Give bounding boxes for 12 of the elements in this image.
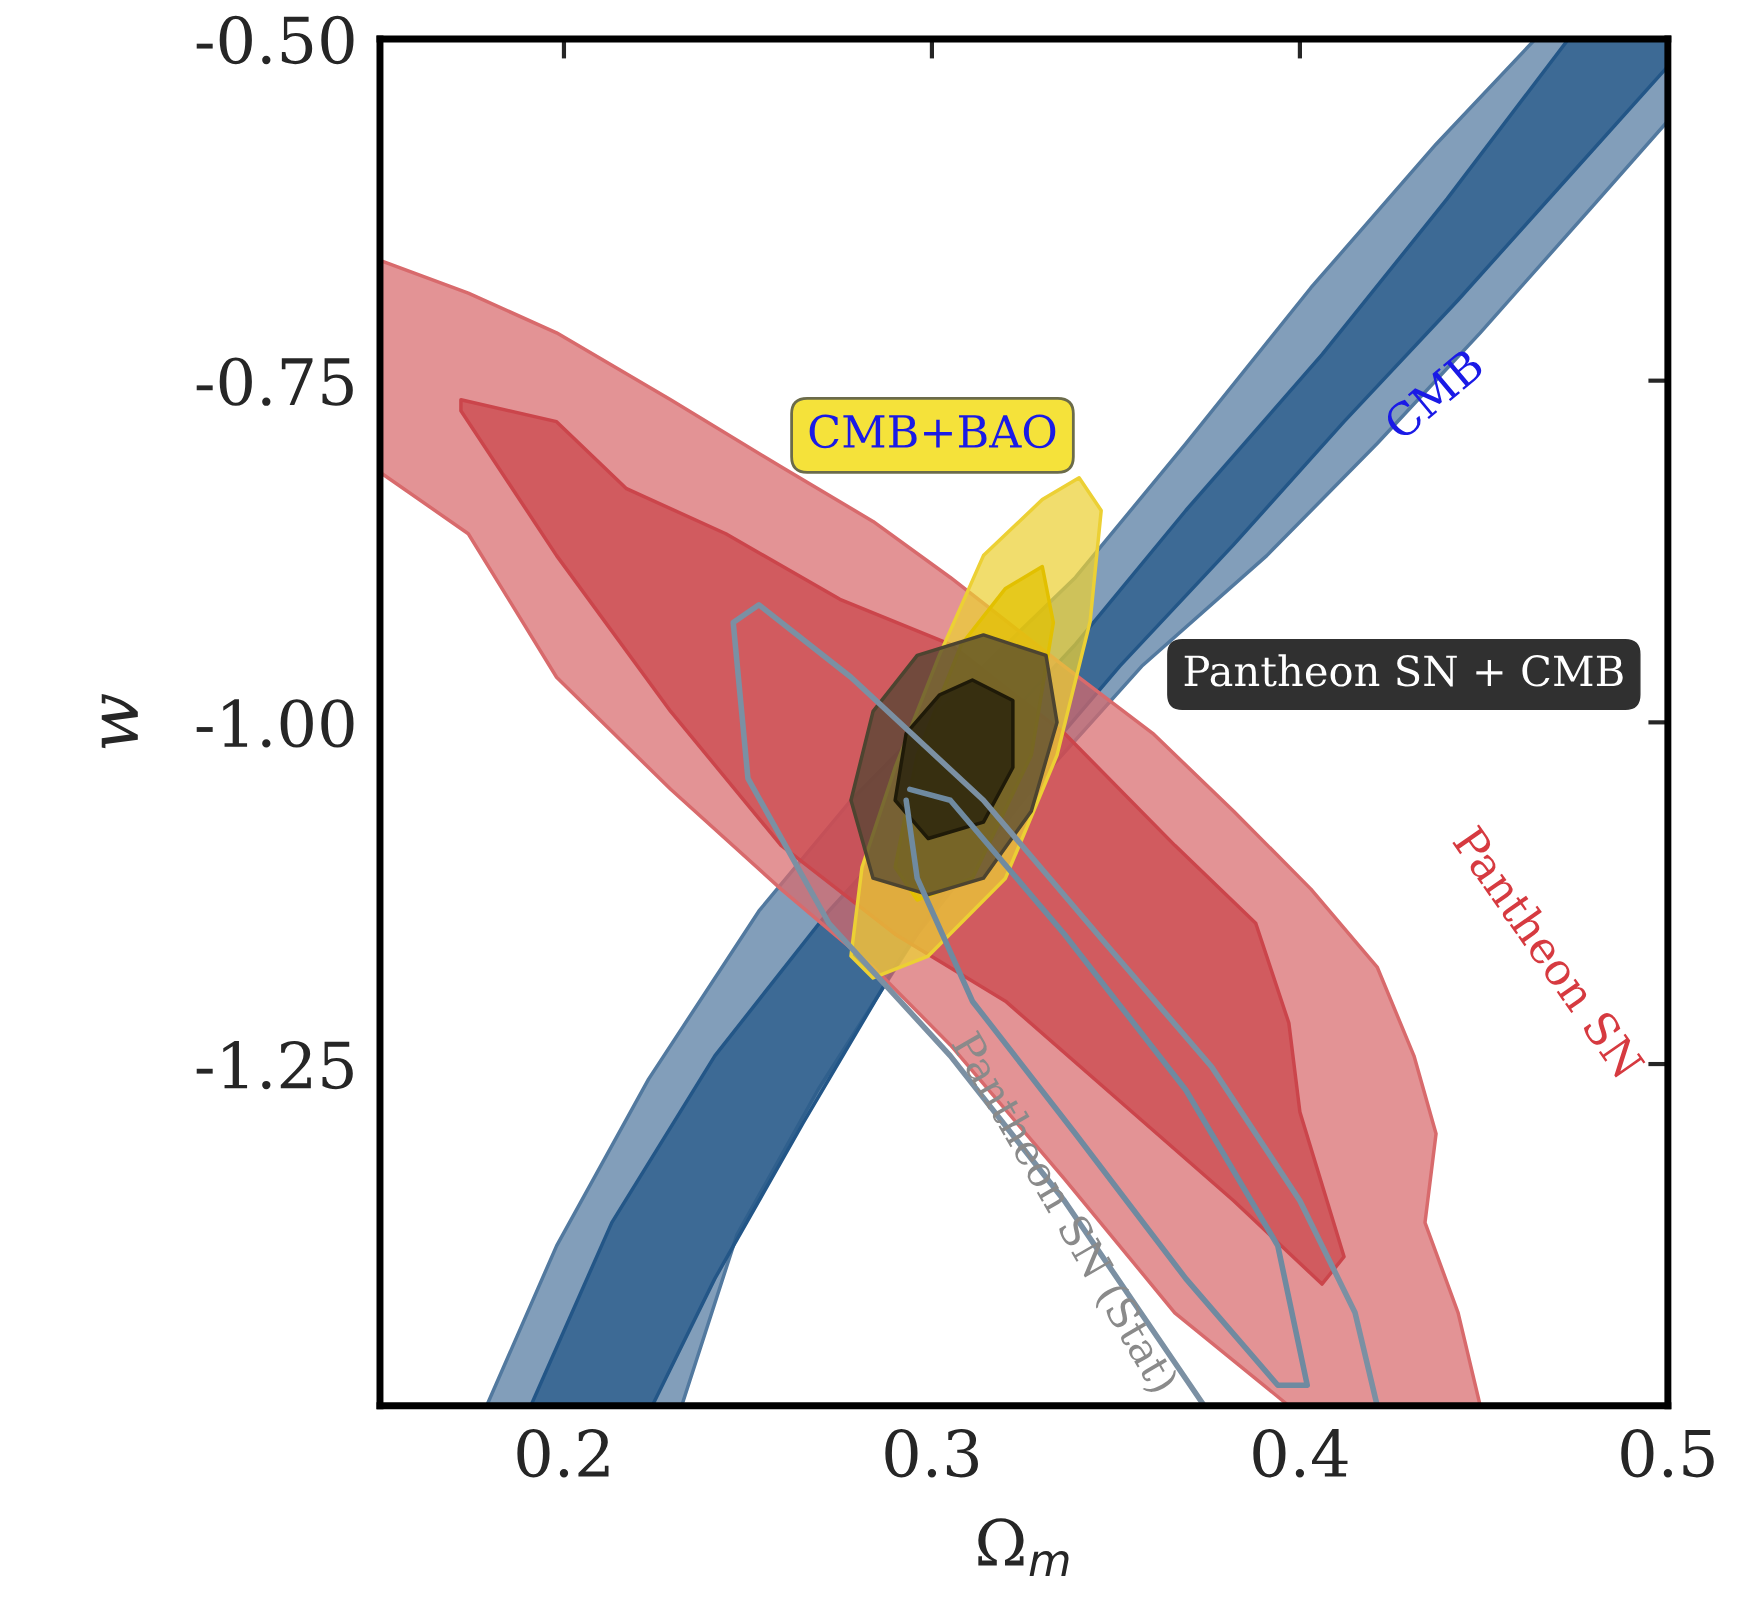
y-tick-label: -1.00: [196, 699, 354, 748]
x-axis-title: Ω$_{m}$: [978, 1518, 1069, 1577]
y-tick-label: -0.50: [196, 15, 354, 65]
x-tick-label: 0.4: [1253, 1429, 1348, 1478]
y-tick-label: -0.75: [196, 357, 353, 406]
annotation: CMB+BAO: [809, 414, 1056, 449]
x-tick-label: 0.5: [1621, 1429, 1714, 1478]
x-tick-label: 0.2: [517, 1429, 609, 1478]
y-tick-label: -1.25: [196, 1040, 353, 1090]
annotation: Pantheon SN + CMB: [1184, 654, 1623, 687]
x-tick-label: 0.3: [885, 1429, 978, 1478]
y-axis-title: w: [101, 694, 138, 749]
